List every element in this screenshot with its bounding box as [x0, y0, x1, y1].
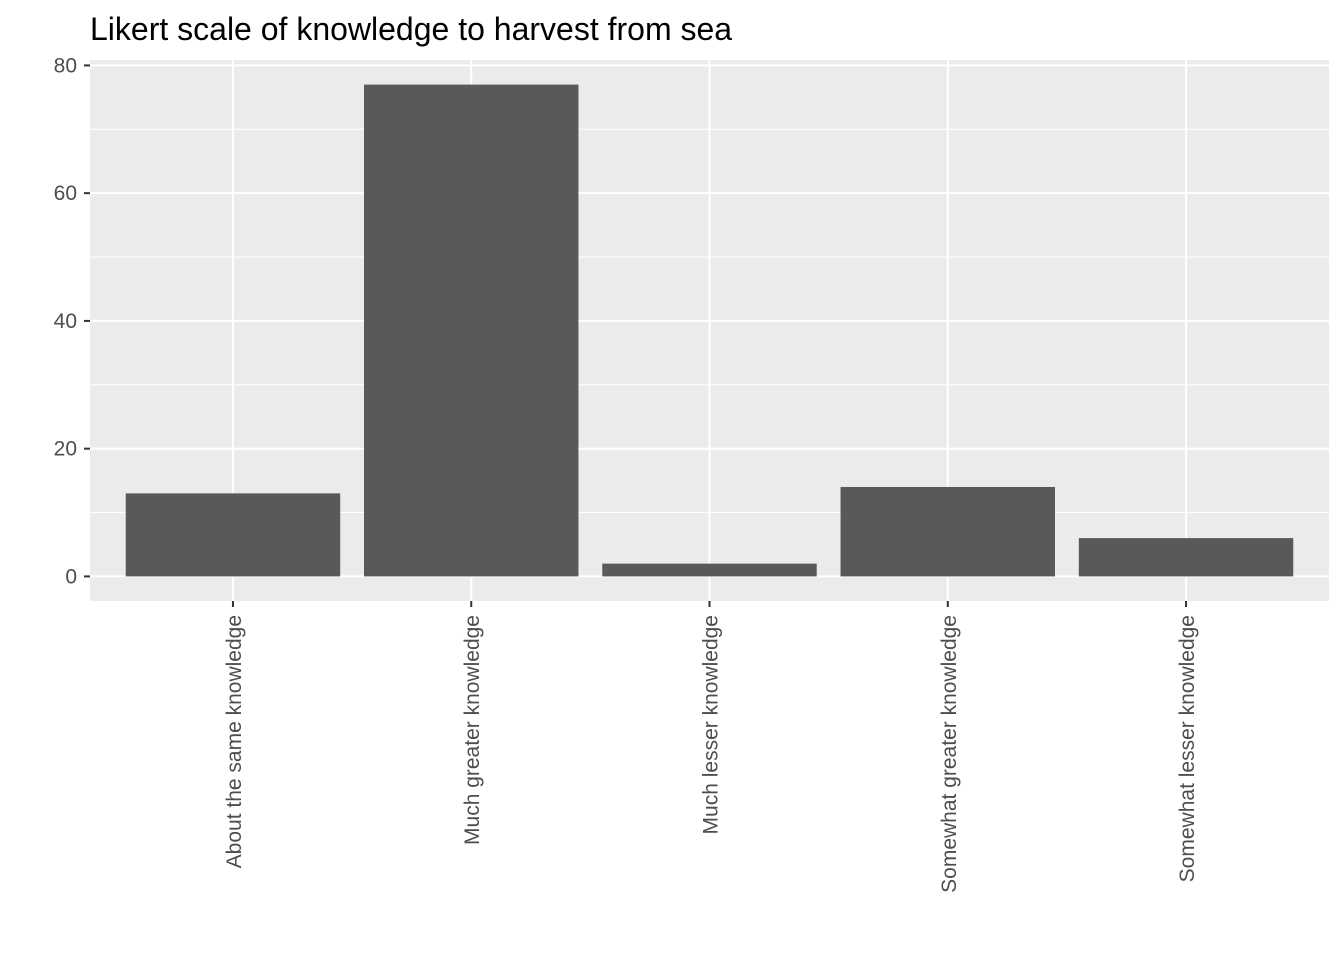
y-tick-label: 20 [54, 438, 77, 461]
y-axis: 0 20 40 60 80 [54, 54, 90, 588]
x-tick-label: Much greater knowledge [461, 615, 484, 845]
y-tick-label: 40 [54, 310, 77, 333]
x-tick-label: Somewhat lesser knowledge [1176, 615, 1199, 882]
x-tick-label: About the same knowledge [223, 615, 246, 868]
bar [840, 486, 1055, 577]
bar [364, 84, 579, 577]
bars [125, 84, 1294, 577]
chart-title: Likert scale of knowledge to harvest fro… [90, 11, 732, 47]
bar [1078, 538, 1294, 577]
x-axis: About the same knowledge Much greater kno… [223, 601, 1199, 893]
x-tick-label: Somewhat greater knowledge [938, 615, 961, 893]
y-tick-label: 80 [54, 54, 77, 77]
bar [602, 563, 817, 577]
y-tick-label: 60 [54, 182, 77, 205]
y-tick-label: 0 [65, 565, 77, 588]
x-tick-label: Much lesser knowledge [700, 615, 723, 834]
bar [125, 493, 341, 577]
